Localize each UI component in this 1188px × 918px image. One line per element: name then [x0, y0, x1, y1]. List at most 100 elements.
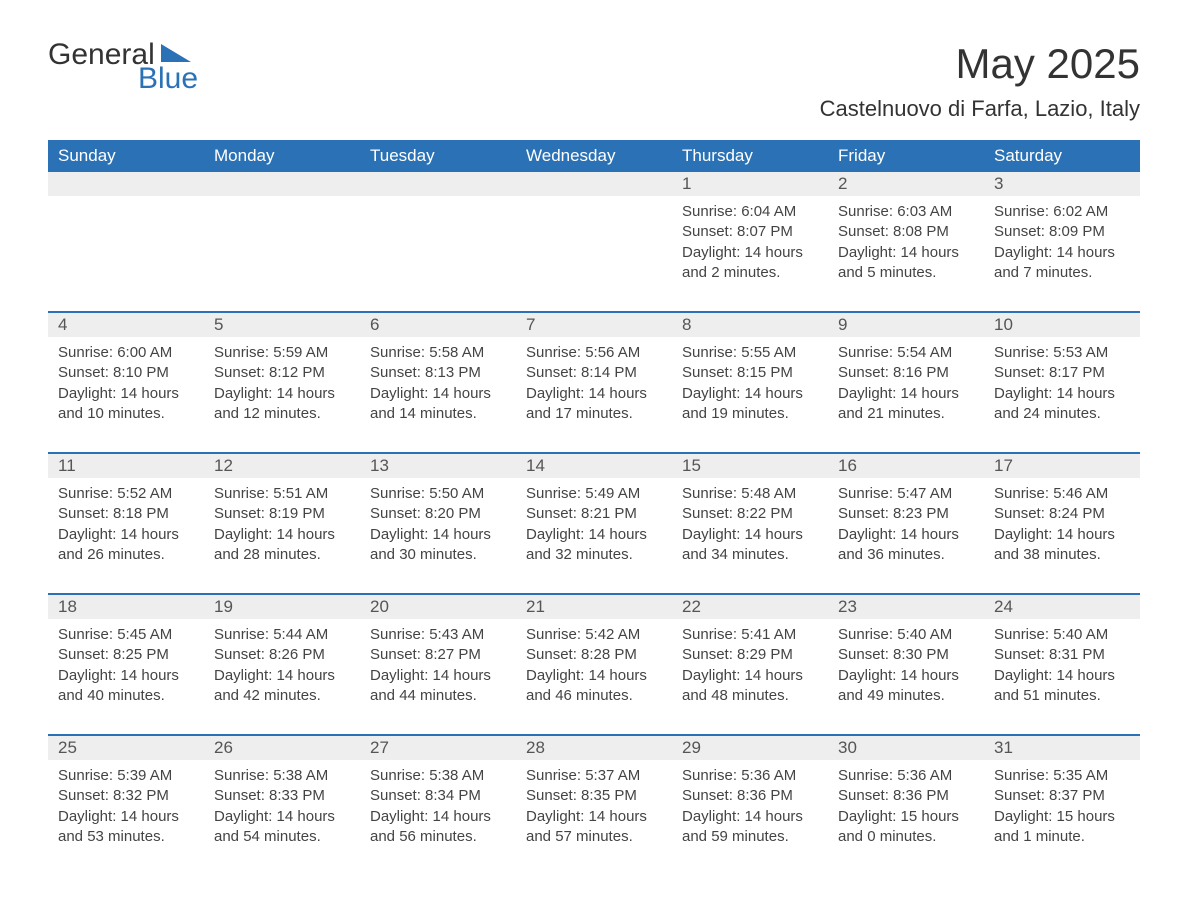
- day-number: 13: [360, 454, 516, 478]
- sunrise-text: Sunrise: 5:45 AM: [58, 625, 194, 645]
- sunset-text: Sunset: 8:31 PM: [994, 645, 1130, 665]
- day-number: 2: [828, 172, 984, 196]
- day1-text: Daylight: 14 hours: [682, 666, 818, 686]
- day2-text: and 59 minutes.: [682, 827, 818, 847]
- day1-text: Daylight: 14 hours: [682, 807, 818, 827]
- sunrise-text: Sunrise: 5:58 AM: [370, 343, 506, 363]
- empty-cell: [516, 172, 672, 196]
- day-cell: Sunrise: 5:50 AMSunset: 8:20 PMDaylight:…: [360, 478, 516, 594]
- day-cell: Sunrise: 5:45 AMSunset: 8:25 PMDaylight:…: [48, 619, 204, 735]
- sunrise-text: Sunrise: 5:46 AM: [994, 484, 1130, 504]
- daynum-row: 45678910: [48, 313, 1140, 337]
- sunset-text: Sunset: 8:27 PM: [370, 645, 506, 665]
- sunset-text: Sunset: 8:21 PM: [526, 504, 662, 524]
- day-cell: Sunrise: 5:46 AMSunset: 8:24 PMDaylight:…: [984, 478, 1140, 594]
- day1-text: Daylight: 14 hours: [838, 525, 974, 545]
- sunset-text: Sunset: 8:36 PM: [838, 786, 974, 806]
- day-number: 6: [360, 313, 516, 337]
- sunset-text: Sunset: 8:25 PM: [58, 645, 194, 665]
- sunset-text: Sunset: 8:10 PM: [58, 363, 194, 383]
- day-cell: Sunrise: 5:53 AMSunset: 8:17 PMDaylight:…: [984, 337, 1140, 453]
- day1-text: Daylight: 14 hours: [994, 666, 1130, 686]
- empty-cell: [48, 196, 204, 312]
- day1-text: Daylight: 14 hours: [994, 525, 1130, 545]
- day2-text: and 32 minutes.: [526, 545, 662, 565]
- sunset-text: Sunset: 8:35 PM: [526, 786, 662, 806]
- day1-text: Daylight: 14 hours: [838, 384, 974, 404]
- daynum-row: 18192021222324: [48, 595, 1140, 619]
- sunrise-text: Sunrise: 5:36 AM: [682, 766, 818, 786]
- day2-text: and 2 minutes.: [682, 263, 818, 283]
- sunrise-text: Sunrise: 5:59 AM: [214, 343, 350, 363]
- day-number: 23: [828, 595, 984, 619]
- sunset-text: Sunset: 8:29 PM: [682, 645, 818, 665]
- sunset-text: Sunset: 8:09 PM: [994, 222, 1130, 242]
- day1-text: Daylight: 14 hours: [370, 525, 506, 545]
- sunrise-text: Sunrise: 5:49 AM: [526, 484, 662, 504]
- day-number: 8: [672, 313, 828, 337]
- detail-row: Sunrise: 5:52 AMSunset: 8:18 PMDaylight:…: [48, 478, 1140, 594]
- day-header-saturday: Saturday: [984, 140, 1140, 172]
- detail-row: Sunrise: 6:04 AMSunset: 8:07 PMDaylight:…: [48, 196, 1140, 312]
- sunrise-text: Sunrise: 5:48 AM: [682, 484, 818, 504]
- day-number: 30: [828, 736, 984, 760]
- day2-text: and 5 minutes.: [838, 263, 974, 283]
- sunrise-text: Sunrise: 6:00 AM: [58, 343, 194, 363]
- month-title: May 2025: [820, 40, 1140, 88]
- day-header-tuesday: Tuesday: [360, 140, 516, 172]
- day-number: 21: [516, 595, 672, 619]
- page-header: General Blue May 2025 Castelnuovo di Far…: [48, 40, 1140, 122]
- sunset-text: Sunset: 8:14 PM: [526, 363, 662, 383]
- day2-text: and 21 minutes.: [838, 404, 974, 424]
- day-header-monday: Monday: [204, 140, 360, 172]
- day-cell: Sunrise: 5:58 AMSunset: 8:13 PMDaylight:…: [360, 337, 516, 453]
- day-cell: Sunrise: 5:40 AMSunset: 8:31 PMDaylight:…: [984, 619, 1140, 735]
- sunrise-text: Sunrise: 5:39 AM: [58, 766, 194, 786]
- sunrise-text: Sunrise: 5:38 AM: [370, 766, 506, 786]
- day-number: 14: [516, 454, 672, 478]
- day-number: 15: [672, 454, 828, 478]
- day1-text: Daylight: 15 hours: [838, 807, 974, 827]
- day1-text: Daylight: 14 hours: [682, 243, 818, 263]
- day-cell: Sunrise: 5:44 AMSunset: 8:26 PMDaylight:…: [204, 619, 360, 735]
- day-number: 26: [204, 736, 360, 760]
- day1-text: Daylight: 14 hours: [214, 384, 350, 404]
- day1-text: Daylight: 14 hours: [370, 666, 506, 686]
- sunrise-text: Sunrise: 5:52 AM: [58, 484, 194, 504]
- day-cell: Sunrise: 5:56 AMSunset: 8:14 PMDaylight:…: [516, 337, 672, 453]
- sail-icon: [161, 44, 191, 62]
- sunset-text: Sunset: 8:20 PM: [370, 504, 506, 524]
- sunrise-text: Sunrise: 6:03 AM: [838, 202, 974, 222]
- daynum-row: 11121314151617: [48, 454, 1140, 478]
- sunrise-text: Sunrise: 5:38 AM: [214, 766, 350, 786]
- day2-text: and 1 minute.: [994, 827, 1130, 847]
- empty-cell: [204, 172, 360, 196]
- day-cell: Sunrise: 5:51 AMSunset: 8:19 PMDaylight:…: [204, 478, 360, 594]
- title-block: May 2025 Castelnuovo di Farfa, Lazio, It…: [820, 40, 1140, 122]
- day2-text: and 48 minutes.: [682, 686, 818, 706]
- sunset-text: Sunset: 8:07 PM: [682, 222, 818, 242]
- day1-text: Daylight: 14 hours: [526, 666, 662, 686]
- sunset-text: Sunset: 8:32 PM: [58, 786, 194, 806]
- sunrise-text: Sunrise: 5:41 AM: [682, 625, 818, 645]
- sunset-text: Sunset: 8:13 PM: [370, 363, 506, 383]
- sunrise-text: Sunrise: 6:02 AM: [994, 202, 1130, 222]
- day1-text: Daylight: 14 hours: [526, 525, 662, 545]
- sunset-text: Sunset: 8:19 PM: [214, 504, 350, 524]
- day2-text: and 56 minutes.: [370, 827, 506, 847]
- sunset-text: Sunset: 8:37 PM: [994, 786, 1130, 806]
- day1-text: Daylight: 14 hours: [838, 243, 974, 263]
- day2-text: and 12 minutes.: [214, 404, 350, 424]
- day-cell: Sunrise: 5:52 AMSunset: 8:18 PMDaylight:…: [48, 478, 204, 594]
- day2-text: and 14 minutes.: [370, 404, 506, 424]
- day2-text: and 28 minutes.: [214, 545, 350, 565]
- day-number: 5: [204, 313, 360, 337]
- day2-text: and 26 minutes.: [58, 545, 194, 565]
- day-cell: Sunrise: 5:42 AMSunset: 8:28 PMDaylight:…: [516, 619, 672, 735]
- sunrise-text: Sunrise: 5:40 AM: [994, 625, 1130, 645]
- day-cell: Sunrise: 5:39 AMSunset: 8:32 PMDaylight:…: [48, 760, 204, 875]
- day-cell: Sunrise: 6:03 AMSunset: 8:08 PMDaylight:…: [828, 196, 984, 312]
- detail-row: Sunrise: 5:45 AMSunset: 8:25 PM Daylight:…: [48, 619, 1140, 735]
- day-number: 9: [828, 313, 984, 337]
- sunset-text: Sunset: 8:34 PM: [370, 786, 506, 806]
